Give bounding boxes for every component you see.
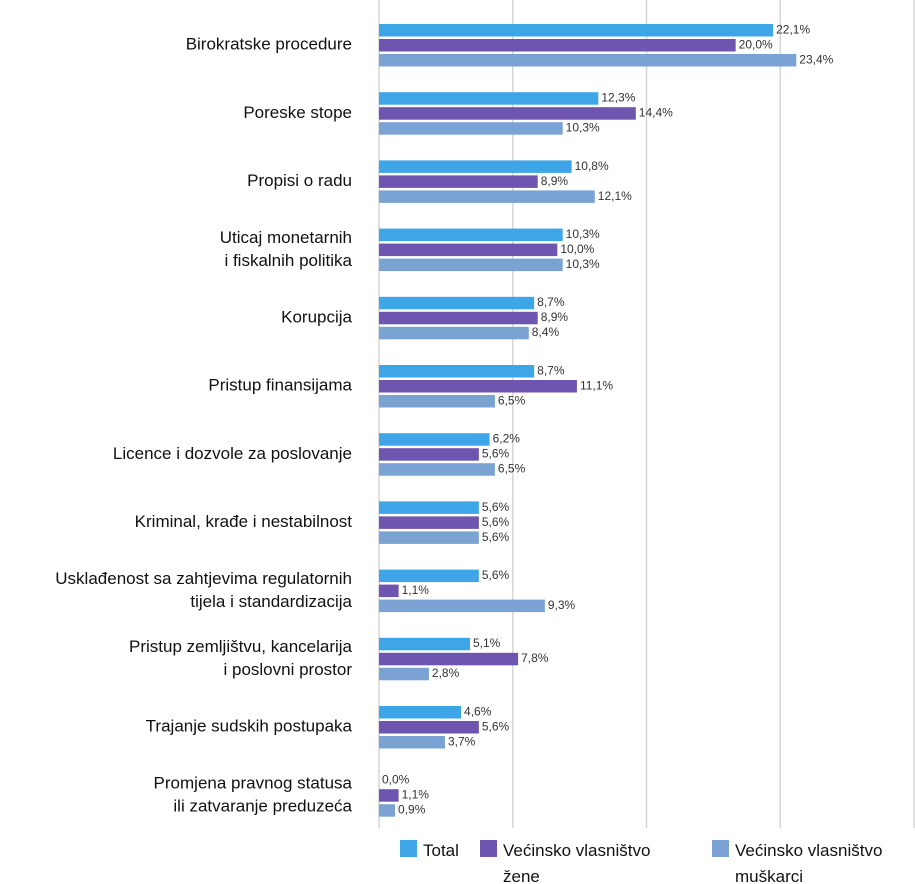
value-label: 1,1%: [402, 788, 430, 802]
value-label: 11,1%: [580, 378, 613, 392]
bar: [379, 258, 563, 272]
value-label: 8,9%: [541, 174, 569, 188]
legend-label: Većinsko vlasništvo muškarci: [735, 841, 883, 884]
value-label: 5,6%: [482, 500, 510, 514]
category-label: Kriminal, krađe i nestabilnost: [135, 512, 353, 531]
value-label: 8,7%: [537, 295, 565, 309]
value-label: 10,0%: [560, 242, 594, 256]
bar: [379, 501, 479, 514]
category-label: i poslovni prostor: [223, 660, 352, 679]
bar: [379, 122, 563, 135]
bar: [379, 721, 479, 734]
category-label: Poreske stope: [243, 103, 352, 122]
value-label: 12,1%: [598, 189, 632, 203]
category-label: Uticaj monetarnih: [220, 228, 352, 247]
value-label: 9,3%: [548, 598, 576, 612]
bar: [379, 516, 479, 529]
legend-swatch: [480, 840, 497, 857]
value-label: 22,1%: [776, 22, 810, 36]
legend-label: Total: [423, 841, 459, 860]
category-label: i fiskalnih politika: [224, 251, 352, 270]
category-label: Pristup zemljištvu, kancelarija: [129, 637, 353, 656]
bar: [379, 326, 529, 340]
bar: [379, 92, 599, 105]
category-label: Propisi o radu: [247, 171, 352, 190]
value-label: 5,6%: [482, 530, 510, 544]
value-label: 10,3%: [566, 257, 600, 271]
value-label: 8,4%: [532, 325, 560, 339]
bar: [379, 531, 479, 544]
legend-swatch: [712, 840, 729, 857]
value-label: 5,1%: [473, 636, 501, 650]
category-label: Usklađenost sa zahtjevima regulatornih: [55, 569, 352, 588]
bar: [379, 463, 495, 476]
bar: [379, 637, 470, 651]
value-label: 8,9%: [541, 310, 569, 324]
bar: [379, 395, 495, 408]
legend-item: Total: [400, 838, 459, 864]
bar: [379, 296, 535, 310]
value-label: 5,6%: [482, 719, 510, 733]
legend-item: Većinsko vlasništvo žene: [480, 838, 683, 884]
value-label: 20,0%: [739, 37, 773, 51]
category-label: Pristup finansijama: [208, 376, 352, 395]
bar: [379, 433, 490, 446]
bar: [379, 789, 399, 802]
value-label: 2,8%: [432, 666, 460, 680]
value-label: 5,6%: [482, 515, 510, 529]
bar: [379, 736, 445, 749]
bar: [379, 228, 563, 242]
bar: [379, 652, 519, 666]
bar: [379, 39, 736, 52]
bar: [379, 448, 479, 461]
bar: [379, 365, 535, 378]
value-label: 3,7%: [448, 734, 476, 748]
value-label: 8,7%: [537, 363, 565, 377]
bar: [379, 175, 538, 188]
category-label: Promjena pravnog statusa: [154, 773, 353, 792]
bar: [379, 311, 538, 325]
category-label: Licence i dozvole za poslovanje: [113, 444, 352, 463]
value-label: 12,3%: [601, 91, 635, 105]
bar: [379, 804, 396, 817]
legend-item: Većinsko vlasništvo muškarci: [712, 838, 915, 884]
value-label: 23,4%: [799, 52, 833, 66]
bar: [379, 243, 558, 257]
bar: [379, 54, 797, 67]
bar: [379, 107, 636, 120]
bar: [379, 24, 774, 37]
value-label: 6,5%: [498, 393, 526, 407]
category-label: Trajanje sudskih postupaka: [146, 717, 353, 736]
bar: [379, 667, 429, 681]
category-label: Birokratske procedure: [186, 35, 352, 54]
value-label: 10,3%: [566, 227, 600, 241]
bar: [379, 584, 399, 598]
value-label: 7,8%: [521, 651, 549, 665]
value-label: 4,6%: [464, 704, 492, 718]
value-label: 14,4%: [639, 106, 673, 120]
bar: [379, 569, 479, 583]
value-label: 10,3%: [566, 121, 600, 135]
legend-swatch: [400, 840, 417, 857]
value-label: 0,9%: [398, 803, 426, 817]
value-label: 0,0%: [382, 773, 410, 787]
bar: [379, 380, 577, 393]
category-label: Korupcija: [281, 308, 352, 327]
value-label: 5,6%: [482, 447, 510, 461]
bar: [379, 160, 572, 173]
value-label: 6,5%: [498, 462, 526, 476]
value-label: 5,6%: [482, 568, 510, 582]
bar: [379, 599, 545, 613]
bar: [379, 190, 595, 203]
value-label: 6,2%: [493, 432, 521, 446]
legend-label: Većinsko vlasništvo žene: [503, 841, 651, 884]
category-label: ili zatvaranje preduzeća: [173, 796, 352, 815]
value-label: 1,1%: [402, 583, 430, 597]
value-label: 10,8%: [575, 159, 609, 173]
bar: [379, 706, 462, 719]
category-label: tijela i standardizacija: [190, 592, 352, 611]
